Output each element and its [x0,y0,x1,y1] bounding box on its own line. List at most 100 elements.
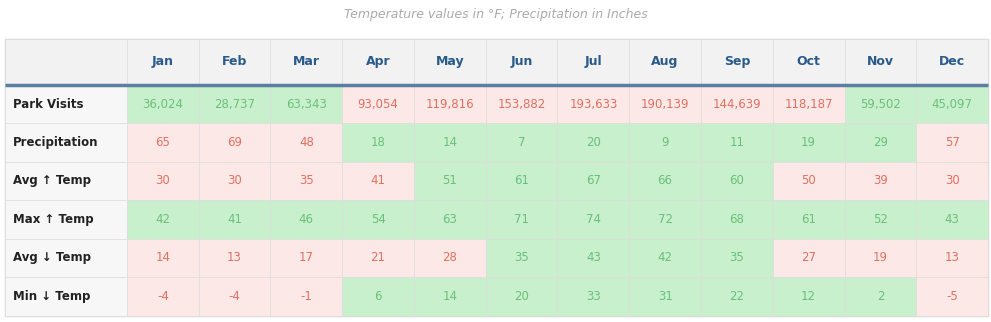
Bar [486,162,558,200]
Text: 18: 18 [371,136,385,149]
Text: 61: 61 [514,175,529,187]
Text: 17: 17 [299,251,314,264]
Bar [414,85,486,123]
Text: 27: 27 [801,251,817,264]
Bar [773,85,844,123]
Bar [917,162,988,200]
Bar [271,239,342,277]
Text: Temperature values in °F; Precipitation in Inches: Temperature values in °F; Precipitation … [344,8,647,21]
Bar [342,239,414,277]
Bar [271,123,342,162]
Bar [844,277,917,316]
Bar [127,39,199,85]
Text: Avg ↑ Temp: Avg ↑ Temp [13,175,91,187]
Bar [5,239,127,277]
Text: 193,633: 193,633 [569,98,617,110]
Bar [558,39,629,85]
Bar [414,39,486,85]
Bar [199,123,271,162]
Bar [701,277,773,316]
Bar [773,200,844,239]
Bar [342,162,414,200]
Text: 28: 28 [442,251,457,264]
Text: Nov: Nov [867,55,894,68]
Text: Feb: Feb [222,55,248,68]
Bar [199,85,271,123]
Bar [773,239,844,277]
Bar [342,200,414,239]
Bar [917,85,988,123]
Bar [701,123,773,162]
Text: 54: 54 [371,213,385,226]
Bar [414,162,486,200]
Text: 30: 30 [156,175,170,187]
Bar [701,239,773,277]
Bar [414,200,486,239]
Bar [773,277,844,316]
Text: 19: 19 [801,136,817,149]
Text: 71: 71 [514,213,529,226]
Bar [558,162,629,200]
Bar [414,123,486,162]
Bar [844,200,917,239]
Text: 61: 61 [801,213,817,226]
Bar [342,277,414,316]
Bar [629,200,701,239]
Text: 35: 35 [299,175,314,187]
Text: 31: 31 [658,290,673,303]
Text: 42: 42 [658,251,673,264]
Text: 190,139: 190,139 [641,98,690,110]
Text: 43: 43 [944,213,959,226]
Text: 74: 74 [586,213,601,226]
Bar [917,200,988,239]
Text: 30: 30 [944,175,959,187]
Bar [773,162,844,200]
Bar [486,39,558,85]
Bar [127,239,199,277]
Text: 63: 63 [442,213,457,226]
Text: 67: 67 [586,175,601,187]
Text: 153,882: 153,882 [497,98,546,110]
Bar [127,200,199,239]
Bar [199,200,271,239]
Bar [558,85,629,123]
Text: 22: 22 [729,290,744,303]
Text: -4: -4 [157,290,168,303]
Text: 21: 21 [371,251,385,264]
Text: 39: 39 [873,175,888,187]
Text: Dec: Dec [939,55,965,68]
Text: 50: 50 [802,175,816,187]
Bar [414,277,486,316]
Text: 48: 48 [299,136,314,149]
Text: 14: 14 [442,136,458,149]
Bar [917,39,988,85]
Text: 20: 20 [586,136,601,149]
Text: 45,097: 45,097 [932,98,972,110]
Text: 119,816: 119,816 [425,98,474,110]
Text: 13: 13 [944,251,959,264]
Text: Avg ↓ Temp: Avg ↓ Temp [13,251,91,264]
Text: Precipitation: Precipitation [13,136,98,149]
Bar [271,39,342,85]
Text: 52: 52 [873,213,888,226]
Bar [342,39,414,85]
Text: Oct: Oct [797,55,821,68]
Bar [629,162,701,200]
Bar [844,85,917,123]
Bar [5,200,127,239]
Text: 59,502: 59,502 [860,98,901,110]
Bar [844,239,917,277]
Text: 14: 14 [156,251,170,264]
Bar [199,277,271,316]
Text: 72: 72 [658,213,673,226]
Text: Min ↓ Temp: Min ↓ Temp [13,290,90,303]
Text: 93,054: 93,054 [358,98,398,110]
Bar [917,277,988,316]
Bar [558,277,629,316]
Bar [486,123,558,162]
Text: Jul: Jul [585,55,603,68]
Bar [5,162,127,200]
Bar [127,123,199,162]
Text: May: May [435,55,464,68]
Text: 57: 57 [944,136,959,149]
